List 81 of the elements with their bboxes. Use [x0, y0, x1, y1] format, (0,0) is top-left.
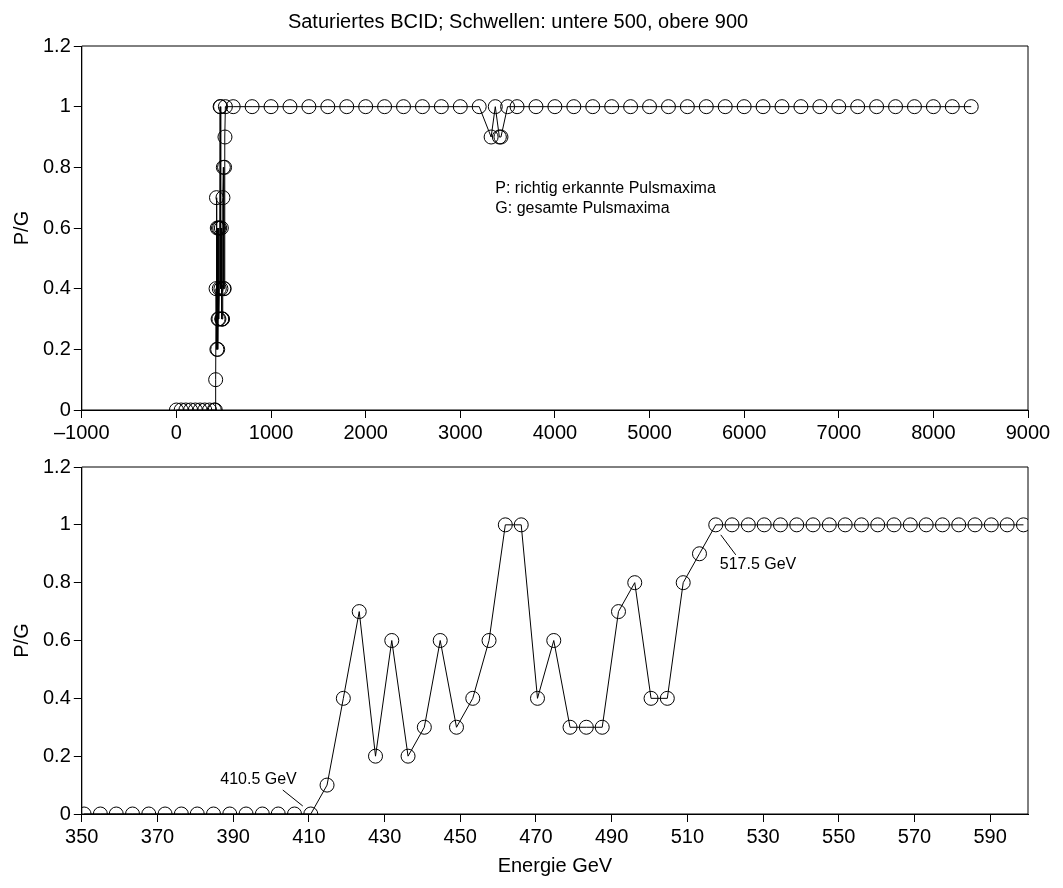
- point: [643, 690, 659, 706]
- x-tick-label: 3000: [438, 420, 483, 443]
- point: [497, 517, 513, 533]
- x-tick-label: 530: [746, 824, 780, 847]
- x-tick-label: 510: [670, 824, 705, 847]
- y-tick-label: 0: [59, 397, 71, 420]
- point: [821, 517, 837, 533]
- x-tick-label: 570: [897, 824, 932, 847]
- point: [610, 604, 626, 620]
- x-tick-label: 6000: [721, 420, 767, 443]
- x-tick-label: 430: [367, 824, 402, 847]
- y-tick-label: 1.2: [42, 454, 71, 477]
- y-tick-label: 0.4: [42, 685, 71, 708]
- point: [513, 517, 529, 533]
- point: [756, 517, 772, 533]
- point: [529, 690, 545, 706]
- y-tick-label: 1: [59, 94, 71, 117]
- point: [789, 517, 805, 533]
- x-tick-label: 5000: [627, 420, 672, 443]
- y-tick-label: 0.6: [42, 215, 71, 238]
- annotation: 410.5 GeV: [220, 770, 298, 788]
- point: [627, 575, 643, 591]
- y-tick-label: 1.2: [42, 33, 71, 56]
- x-tick-label: 7000: [816, 420, 862, 443]
- point: [724, 517, 740, 533]
- point: [853, 517, 869, 533]
- y-tick-label: 0.4: [42, 276, 71, 299]
- x-tick-label: 0: [170, 420, 182, 443]
- x-tick-label: 8000: [911, 420, 956, 443]
- y-tick-label: 0.8: [42, 154, 71, 177]
- chart-title: Saturiertes BCID; Schwellen: untere 500, obere 900: [287, 9, 749, 32]
- point: [335, 690, 351, 706]
- point: [967, 517, 983, 533]
- point: [691, 546, 707, 562]
- x-tick-label: 350: [65, 824, 99, 847]
- annotation: P: richtig erkannte Pulsmaxima: [495, 179, 716, 197]
- x-tick-label: 9000: [1005, 420, 1051, 443]
- point: [708, 517, 724, 533]
- x-tick-label: 470: [519, 824, 553, 847]
- point: [886, 517, 902, 533]
- point: [546, 633, 562, 648]
- y-axis-title: P/G: [9, 623, 32, 658]
- point: [659, 690, 675, 706]
- x-tick-label: 410: [292, 824, 326, 847]
- point: [870, 517, 886, 533]
- point: [481, 633, 497, 648]
- point: [675, 575, 691, 591]
- y-tick-label: 0.2: [42, 743, 71, 766]
- point: [902, 517, 918, 533]
- point: [805, 517, 821, 533]
- x-tick-label: 4000: [532, 420, 578, 443]
- y-tick-label: 1: [59, 512, 71, 535]
- annotation: G: gesamte Pulsmaxima: [495, 199, 670, 217]
- point: [918, 517, 934, 533]
- point: [351, 604, 367, 620]
- x-tick-label: 390: [216, 824, 250, 847]
- point: [432, 633, 448, 648]
- y-axis-title: P/G: [9, 210, 32, 246]
- point: [384, 633, 400, 648]
- y-tick-label: 0: [59, 801, 71, 824]
- x-tick-label: 1000: [248, 420, 294, 443]
- x-tick-label: 590: [973, 824, 1007, 847]
- x-axis-title: Energie GeV: [497, 853, 613, 876]
- point: [740, 517, 756, 533]
- y-tick-label: 0.2: [42, 336, 71, 359]
- x-tick-label: 450: [443, 824, 477, 847]
- point: [837, 517, 853, 533]
- point: [934, 517, 950, 533]
- point: [999, 517, 1015, 533]
- y-tick-label: 0.8: [42, 570, 71, 593]
- point: [772, 517, 788, 533]
- point: [465, 690, 481, 706]
- x-tick-label: 490: [594, 824, 629, 847]
- x-tick-label: 2000: [343, 420, 388, 443]
- x-tick-label: –1000: [53, 420, 110, 443]
- point: [983, 517, 999, 533]
- x-tick-label: 550: [822, 824, 856, 847]
- annotation: 517.5 GeV: [719, 555, 797, 573]
- x-tick-label: 370: [140, 824, 175, 847]
- y-tick-label: 0.6: [42, 628, 71, 651]
- point: [951, 517, 967, 533]
